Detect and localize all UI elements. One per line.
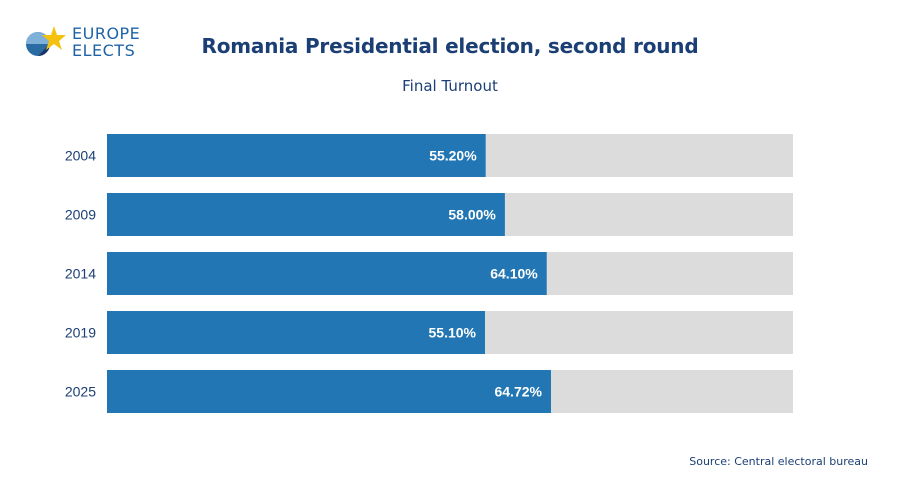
bar-value-label: 55.10%: [429, 325, 477, 341]
bar-value-label: 64.10%: [490, 266, 538, 282]
bar-value-label: 58.00%: [448, 207, 496, 223]
category-label: 2009: [65, 207, 96, 223]
bar-2019: [107, 311, 485, 354]
chart-title: Romania Presidential election, second ro…: [201, 34, 699, 58]
bar-2004: [107, 134, 486, 177]
logo-emblem-icon: [26, 26, 66, 56]
bar-2025: [107, 370, 551, 413]
logo-line-2: ELECTS: [72, 41, 136, 60]
source-note: Source: Central electoral bureau: [689, 455, 868, 468]
bar-2009: [107, 193, 505, 236]
category-label: 2025: [65, 384, 96, 400]
logo-line-1: EUROPE: [72, 24, 141, 43]
category-label: 2019: [65, 325, 96, 341]
chart-subtitle: Final Turnout: [402, 77, 498, 95]
europe-elects-logo: EUROPE ELECTS: [24, 24, 144, 64]
bar-value-label: 55.20%: [429, 148, 477, 164]
bar-2014: [107, 252, 547, 295]
category-label: 2014: [65, 266, 96, 282]
bar-value-label: 64.72%: [494, 384, 542, 400]
logo-wordmark: EUROPE ELECTS: [72, 25, 140, 59]
category-label: 2004: [65, 148, 96, 164]
